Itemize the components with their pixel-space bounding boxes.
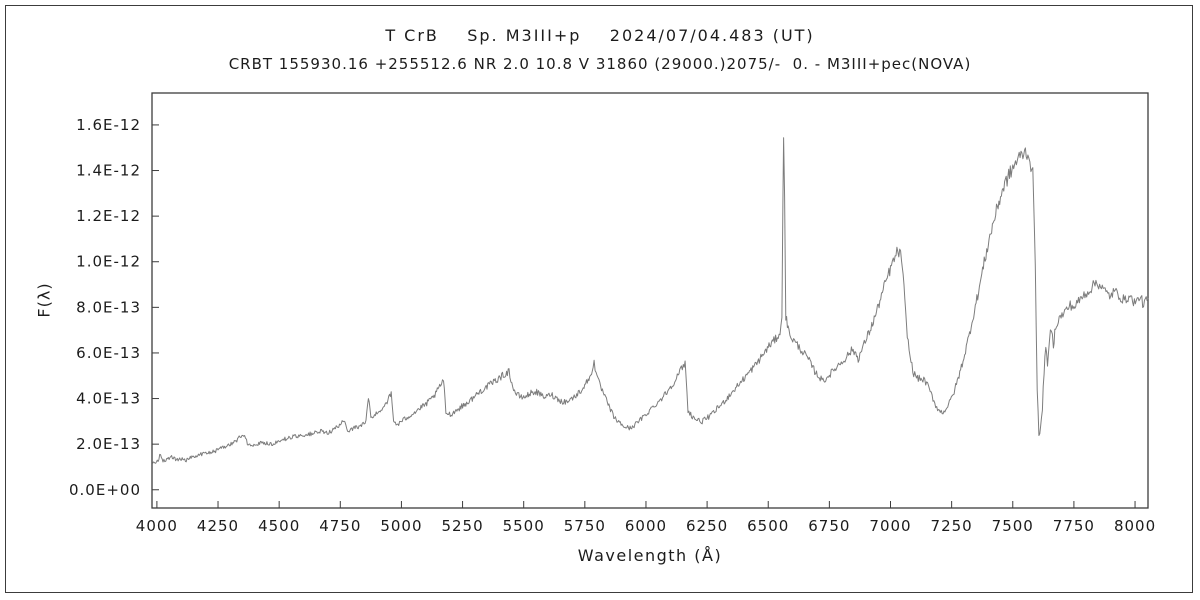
x-tick-label: 7750 (1053, 517, 1095, 535)
y-tick-label: 8.0E-13 (76, 298, 141, 316)
y-tick-label: 4.0E-13 (76, 390, 141, 408)
chart-title: T CrB Sp. M3III+p 2024/07/04.483 (UT) (385, 26, 815, 45)
y-tick-label: 1.0E-12 (76, 253, 141, 271)
chart-subtitle: CRBT 155930.16 +255512.6 NR 2.0 10.8 V 3… (228, 55, 972, 73)
x-tick-label: 6750 (808, 517, 850, 535)
x-axis-label: Wavelength (Å) (577, 546, 723, 565)
x-tick-label: 5000 (380, 517, 422, 535)
spectrum-line (152, 137, 1149, 464)
y-tick-label: 6.0E-13 (76, 344, 141, 362)
x-tick-label: 6500 (747, 517, 789, 535)
x-tick-label: 4500 (258, 517, 300, 535)
x-tick-label: 6000 (625, 517, 667, 535)
y-tick-label: 2.0E-13 (76, 435, 141, 453)
y-tick-label: 1.4E-12 (76, 162, 141, 180)
x-tick-label: 5750 (564, 517, 606, 535)
x-tick-label: 4250 (197, 517, 239, 535)
x-tick-label: 8000 (1114, 517, 1156, 535)
x-tick-label: 5250 (441, 517, 483, 535)
x-tick-label: 4750 (319, 517, 361, 535)
x-tick-label: 6250 (686, 517, 728, 535)
y-tick-label: 0.0E+00 (69, 481, 141, 499)
x-tick-label: 4000 (136, 517, 178, 535)
plot-frame (151, 92, 1149, 509)
y-tick-label: 1.6E-12 (76, 116, 141, 134)
y-tick-label: 1.2E-12 (76, 207, 141, 225)
x-tick-label: 7500 (992, 517, 1034, 535)
x-tick-label: 7000 (869, 517, 911, 535)
x-tick-label: 7250 (931, 517, 973, 535)
x-tick-label: 5500 (503, 517, 545, 535)
